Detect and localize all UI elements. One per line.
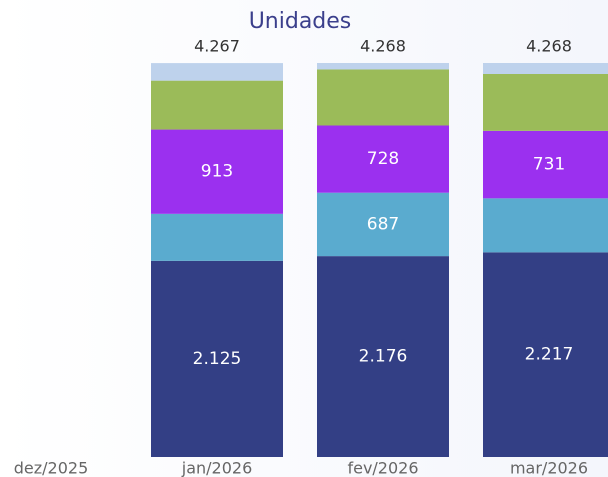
bar-segment	[151, 213, 283, 261]
bar-segment	[317, 192, 449, 257]
data-label: 687	[367, 214, 399, 234]
data-label: 2.176	[359, 347, 408, 367]
bar-segment	[151, 129, 283, 214]
total-label: 4.268	[360, 37, 406, 56]
data-label: 2.217	[525, 345, 574, 365]
data-label: 728	[367, 149, 399, 169]
data-label: 2.125	[193, 349, 242, 369]
total-label: 4.268	[526, 37, 572, 56]
bar-segment	[483, 252, 608, 457]
x-tick-label: fev/2026	[347, 459, 418, 477]
bar-segment	[317, 256, 449, 457]
x-tick-label: dez/2025	[14, 459, 89, 477]
chart-title: Unidades	[249, 9, 352, 34]
bar-segment	[483, 198, 608, 253]
bar-segment	[317, 69, 449, 126]
x-tick-label: mar/2026	[510, 459, 588, 477]
total-label: 4.267	[194, 37, 240, 56]
bar-segment	[317, 125, 449, 193]
data-label: 731	[533, 155, 565, 175]
bar-segment	[483, 73, 608, 131]
x-tick-label: jan/2026	[181, 459, 253, 477]
bar-segment	[483, 63, 608, 74]
bar-segment	[317, 63, 449, 70]
bar-segment	[151, 63, 283, 81]
bar-segment	[151, 260, 283, 457]
bar-segment	[483, 130, 608, 199]
data-label: 913	[201, 162, 233, 182]
bar-segment	[151, 80, 283, 130]
